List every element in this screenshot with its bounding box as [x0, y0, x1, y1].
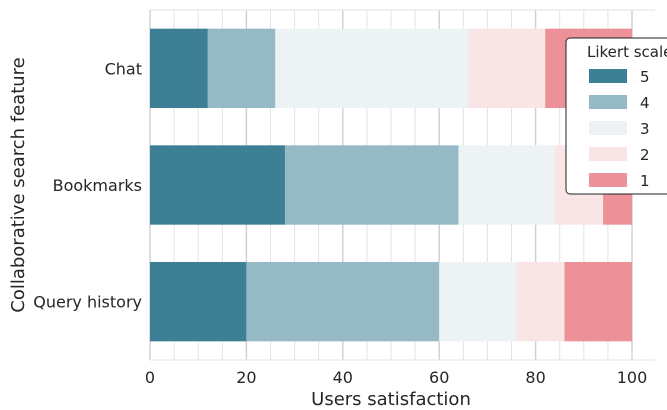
legend-label: 1	[640, 172, 650, 190]
x-tick-label: 40	[333, 368, 353, 387]
y-axis-label: Collaborative search feature	[8, 57, 29, 313]
bar-query-history-level-3	[439, 262, 517, 342]
bar-bookmarks-level-4	[284, 145, 459, 225]
bar-query-history-level-4	[246, 262, 440, 342]
y-tick-labels: Chat Bookmarks Query history	[33, 59, 142, 311]
legend-swatch	[589, 69, 627, 83]
y-tick-label: Bookmarks	[53, 176, 142, 195]
x-tick-label: 0	[145, 368, 155, 387]
legend-box	[565, 37, 667, 195]
x-tick-label: 20	[236, 368, 256, 387]
legend-items: 5 4 3 2 1	[589, 68, 650, 190]
legend-swatch	[589, 95, 627, 109]
x-tick-label: 100	[617, 368, 648, 387]
bar-query-history-level-1	[564, 262, 632, 342]
bar-chat-level-2	[468, 28, 546, 109]
legend: Likert scale 5 4 3 2 1	[565, 37, 667, 195]
legend-label: 5	[640, 68, 650, 86]
x-tick-label: 60	[429, 368, 449, 387]
bar-bookmarks-level-3	[458, 145, 555, 225]
bar-query-history-level-2	[516, 262, 565, 342]
legend-label: 2	[640, 146, 650, 164]
bars	[150, 28, 632, 342]
x-tick-labels: 0 20 40 60 80 100	[145, 368, 647, 387]
x-axis-label: Users satisfaction	[311, 389, 471, 410]
bar-chat-level-5	[150, 28, 208, 109]
x-tick-label: 80	[525, 368, 545, 387]
legend-swatch	[589, 121, 627, 135]
y-tick-label: Chat	[105, 59, 142, 78]
y-tick-label: Query history	[33, 293, 142, 312]
legend-swatch	[589, 173, 627, 187]
bar-chat-level-3	[275, 28, 469, 109]
legend-label: 3	[640, 120, 650, 138]
bar-query-history-level-5	[150, 262, 247, 342]
bar-bookmarks-level-5	[150, 145, 285, 225]
bar-chat-level-4	[207, 28, 276, 109]
legend-label: 4	[640, 94, 650, 112]
legend-title: Likert scale	[587, 43, 667, 61]
legend-swatch	[589, 147, 627, 161]
